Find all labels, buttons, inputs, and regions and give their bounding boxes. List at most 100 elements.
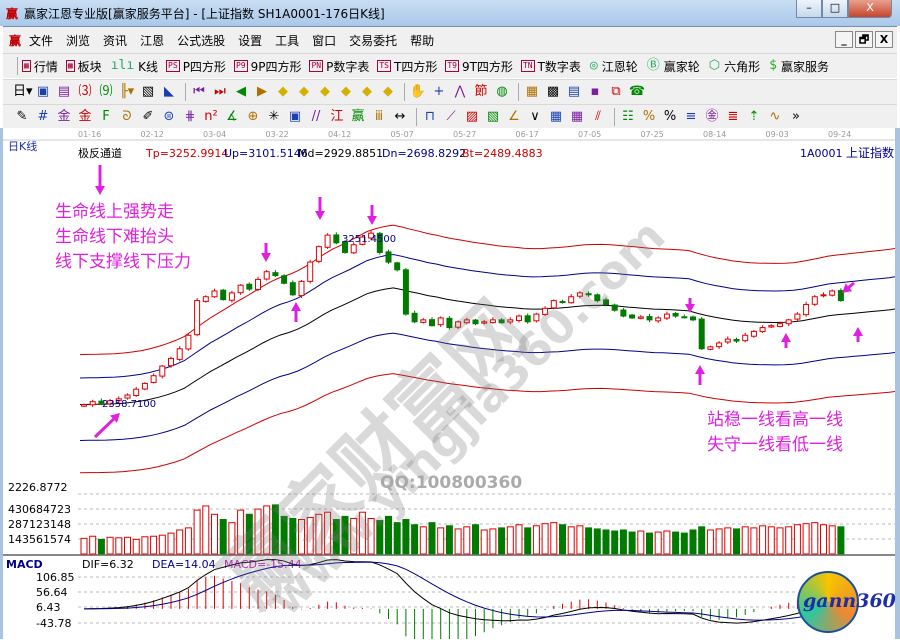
gold-circle-icon[interactable]: ㊎ — [705, 109, 719, 124]
toolbar-button-label: 9P四方形 — [250, 59, 302, 74]
target-icon[interactable]: ⊕ — [247, 109, 259, 124]
bar-arrow-icon[interactable]: ⇡ — [748, 109, 760, 124]
ying-icon[interactable]: 赢 — [351, 109, 365, 124]
menu-item-8[interactable]: 交易委托 — [349, 33, 398, 48]
more-icon[interactable]: » — [792, 109, 800, 124]
range-icon[interactable]: ↔ — [394, 109, 406, 124]
toolbar-button-gann-wheel[interactable]: ◎ 江恩轮 — [589, 58, 638, 75]
hand-icon[interactable]: ✋ — [409, 84, 427, 99]
layout-icon[interactable]: ▣ — [36, 84, 50, 99]
square-icon[interactable]: n² — [204, 109, 218, 124]
brush-icon[interactable]: ✐ — [142, 109, 154, 124]
menu-item-2[interactable]: 资讯 — [103, 33, 128, 48]
indicator-dn: Dn=2698.8292 — [382, 147, 466, 160]
toolbar-button-pn[interactable]: PN P数字表 — [309, 58, 369, 75]
prev-icon[interactable]: ◀ — [236, 84, 246, 99]
frame-icon[interactable]: ⊓ — [424, 109, 436, 124]
fib-icon[interactable]: F — [102, 109, 110, 124]
menu-item-5[interactable]: 设置 — [238, 33, 263, 48]
network-icon[interactable]: ⧉ — [611, 84, 621, 99]
pen-icon[interactable]: ✎ — [16, 109, 28, 124]
minimize-button[interactable]: – — [796, 0, 822, 18]
chart-area[interactable]: 01-16 02-12 03-04 03-22 04-12 05-07 05-27 06-17… — [0, 128, 900, 642]
color-icon[interactable]: ◣ — [164, 84, 174, 99]
angle-icon[interactable]: ∡ — [226, 109, 238, 124]
pattern-icon[interactable]: ▧ — [141, 84, 155, 99]
percent-box-icon[interactable]: % — [642, 109, 656, 124]
box3-icon[interactable]: ▧ — [486, 109, 500, 124]
circle-grid-icon[interactable]: ⊜ — [163, 109, 175, 124]
grid-icon: ▦ — [22, 60, 31, 72]
star-icon[interactable]: ✳ — [268, 109, 280, 124]
slash-icon[interactable]: // — [311, 109, 321, 124]
mdi-restore-button[interactable]: 🗗 — [855, 31, 873, 48]
maximize-button[interactable]: □ — [822, 0, 848, 18]
table-icon[interactable]: ☷ — [622, 109, 634, 124]
save-icon[interactable]: ▪ — [590, 84, 600, 99]
percent-lines-icon[interactable]: ≡ — [685, 109, 697, 124]
lines-icon[interactable]: ⫽ — [595, 109, 601, 124]
diamond-all-icon[interactable]: ◆ — [383, 84, 393, 99]
rotate-icon[interactable]: ◍ — [496, 84, 508, 99]
crosshair-icon[interactable]: + — [433, 84, 445, 99]
phone-icon[interactable]: ☎ — [628, 84, 646, 99]
mdi-close-button[interactable]: X — [875, 31, 893, 48]
toolbar-button-big-wheel[interactable]: Ⓑ 赢家轮 — [646, 58, 700, 75]
line-draw-icon[interactable]: ⋀ — [454, 84, 466, 99]
diamond-cross-icon[interactable]: ◆ — [341, 84, 351, 99]
angle2-icon[interactable]: ∠ — [508, 109, 520, 124]
notes-icon[interactable]: ▤ — [567, 84, 581, 99]
last-icon[interactable]: ⏭ — [214, 84, 226, 99]
next-icon[interactable]: ▶ — [257, 84, 267, 99]
comb-icon[interactable]: ⅲ — [374, 109, 384, 124]
diamond-expand-icon[interactable]: ◆ — [320, 84, 330, 99]
menu-item-1[interactable]: 浏览 — [66, 33, 91, 48]
menu-item-9[interactable]: 帮助 — [410, 33, 435, 48]
toolbar-button-ts[interactable]: TS T四方形 — [377, 58, 437, 75]
toolbar-button-dollar[interactable]: $ 赢家服务 — [768, 58, 829, 75]
calculator-icon[interactable]: ▩ — [546, 84, 560, 99]
mdi-minimize-button[interactable]: _ — [835, 31, 853, 48]
toolbar-button-t9[interactable]: T9 9T四方形 — [445, 58, 513, 75]
menu-item-6[interactable]: 工具 — [275, 33, 300, 48]
chart-svg[interactable]: 01-16 02-12 03-04 03-22 04-12 05-07 05-27 06-17… — [3, 128, 896, 642]
menu-item-7[interactable]: 窗口 — [312, 33, 337, 48]
percent-icon[interactable]: % — [663, 109, 677, 124]
close-button[interactable]: X — [848, 0, 892, 18]
menu-item-0[interactable]: 文件 — [29, 33, 54, 48]
hash-icon[interactable]: # — [37, 109, 49, 124]
grid2-icon[interactable]: ▦ — [549, 109, 563, 124]
indicator-3-icon[interactable]: ⑶ — [78, 84, 92, 99]
jiang-icon[interactable]: 江 — [330, 109, 344, 124]
bar-type-icon[interactable]: ╟▾ — [119, 84, 135, 99]
menu-item-3[interactable]: 江恩 — [140, 33, 165, 48]
toolbar-button-candles[interactable]: ılı K线 — [110, 58, 158, 75]
box-icon[interactable]: ▣ — [288, 109, 302, 124]
grid3-icon[interactable]: ▦ — [570, 109, 584, 124]
toolbar-button-ps[interactable]: PS P四方形 — [166, 58, 226, 75]
toolbar-button-blocks[interactable]: ▩ 板块 — [65, 58, 102, 75]
toolbar-button-hexagon[interactable]: ⬡ 六角形 — [708, 58, 760, 75]
indicator-9-icon[interactable]: ⑼ — [99, 84, 113, 99]
parallel-icon[interactable]: ⋕ — [184, 109, 196, 124]
wave-icon[interactable]: ∨ — [530, 109, 540, 124]
festival-icon[interactable]: 節 — [474, 84, 488, 99]
fan-icon[interactable]: ⟋ — [446, 109, 456, 124]
diamond-shrink-icon[interactable]: ◆ — [362, 84, 372, 99]
spiral-icon[interactable]: ᘐ — [122, 109, 132, 124]
toolbar-button-tn[interactable]: TN T数字表 — [520, 58, 581, 75]
toolbar-button-p9[interactable]: P9 9P四方形 — [233, 58, 302, 75]
menu-item-4[interactable]: 公式选股 — [177, 33, 226, 48]
gold-lines-icon[interactable]: ≣ — [727, 109, 739, 124]
period-day-icon[interactable]: 日▾ — [13, 84, 33, 99]
diamond-up-icon[interactable]: ◆ — [299, 84, 309, 99]
calendar-icon[interactable]: ▦ — [525, 84, 539, 99]
first-icon[interactable]: ⏮ — [193, 84, 205, 99]
gold-1-icon[interactable]: 金 — [57, 109, 71, 124]
list-icon[interactable]: ▤ — [57, 84, 71, 99]
box2-icon[interactable]: ▨ — [465, 109, 479, 124]
gold-2-icon[interactable]: 金 — [78, 109, 92, 124]
toolbar-button-grid[interactable]: ▦ 行情 — [22, 58, 58, 75]
waveform-icon[interactable]: ∿ — [769, 109, 781, 124]
diamond-left-icon[interactable]: ◆ — [278, 84, 288, 99]
